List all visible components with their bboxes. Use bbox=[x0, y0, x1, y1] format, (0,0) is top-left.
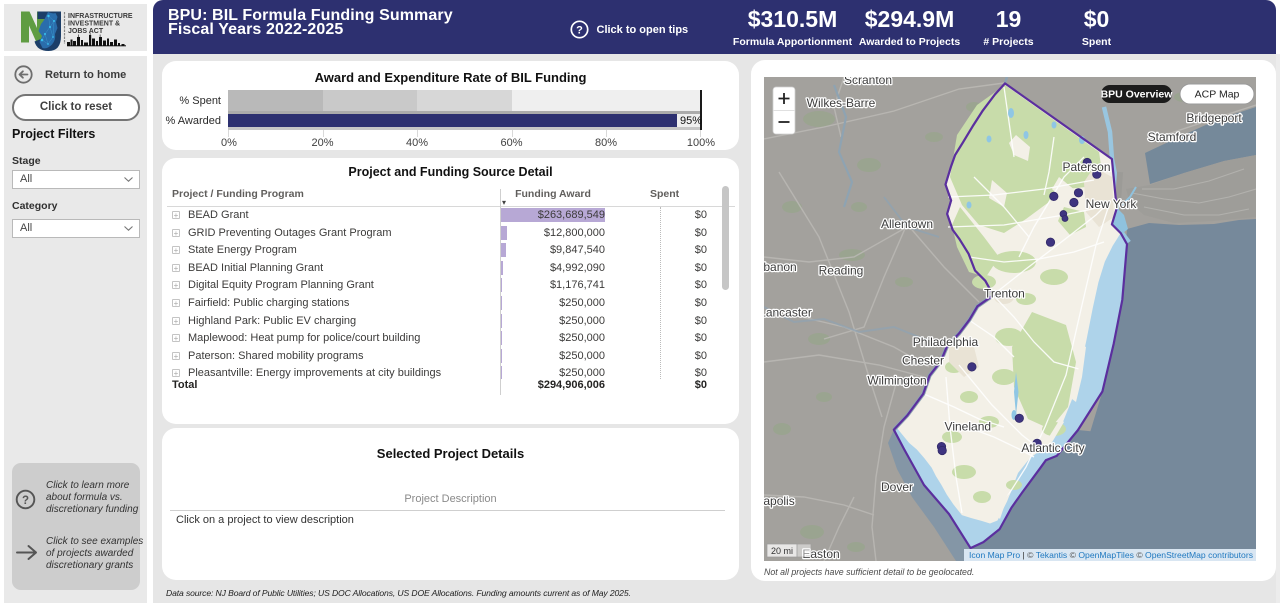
svg-text:20 mi: 20 mi bbox=[771, 546, 793, 556]
svg-text:JOBS ACT: JOBS ACT bbox=[68, 28, 104, 35]
svg-text:?: ? bbox=[22, 495, 29, 507]
svg-text:Wilkes-Barre: Wilkes-Barre bbox=[807, 96, 876, 110]
svg-text:Paterson: Paterson bbox=[1062, 160, 1110, 174]
svg-text:Chester: Chester bbox=[902, 353, 944, 367]
svg-text:Reading: Reading bbox=[819, 264, 864, 278]
svg-text:BPU Overview: BPU Overview bbox=[1101, 89, 1174, 101]
svg-text:Icon Map Pro | © Tekantis © Op: Icon Map Pro | © Tekantis © OpenMapTiles… bbox=[969, 550, 1253, 560]
svg-text:Allentown: Allentown bbox=[881, 217, 933, 231]
svg-text:Easton: Easton bbox=[802, 547, 839, 561]
svg-text:Wilmington: Wilmington bbox=[867, 373, 926, 387]
svg-text:Lebanon: Lebanon bbox=[764, 260, 797, 274]
svg-text:Atlantic City: Atlantic City bbox=[1021, 441, 1084, 455]
svg-text:Dover: Dover bbox=[881, 480, 913, 494]
svg-text:INFRASTRUCTURE: INFRASTRUCTURE bbox=[68, 13, 133, 20]
svg-text:INVESTMENT &: INVESTMENT & bbox=[68, 21, 120, 28]
svg-text:Trenton: Trenton bbox=[984, 287, 1025, 301]
svg-text:Philadelphia: Philadelphia bbox=[913, 335, 979, 349]
svg-text:Vineland: Vineland bbox=[945, 420, 992, 434]
svg-text:Bridgeport: Bridgeport bbox=[1186, 111, 1242, 125]
svg-text:New York: New York bbox=[1086, 197, 1138, 211]
svg-text:Scranton: Scranton bbox=[844, 77, 892, 87]
svg-text:Stamford: Stamford bbox=[1148, 130, 1197, 144]
svg-text:?: ? bbox=[576, 24, 583, 36]
svg-text:ACP Map: ACP Map bbox=[1195, 89, 1240, 101]
svg-text:Lancaster: Lancaster bbox=[764, 306, 812, 320]
svg-text:Annapolis: Annapolis bbox=[764, 494, 795, 508]
